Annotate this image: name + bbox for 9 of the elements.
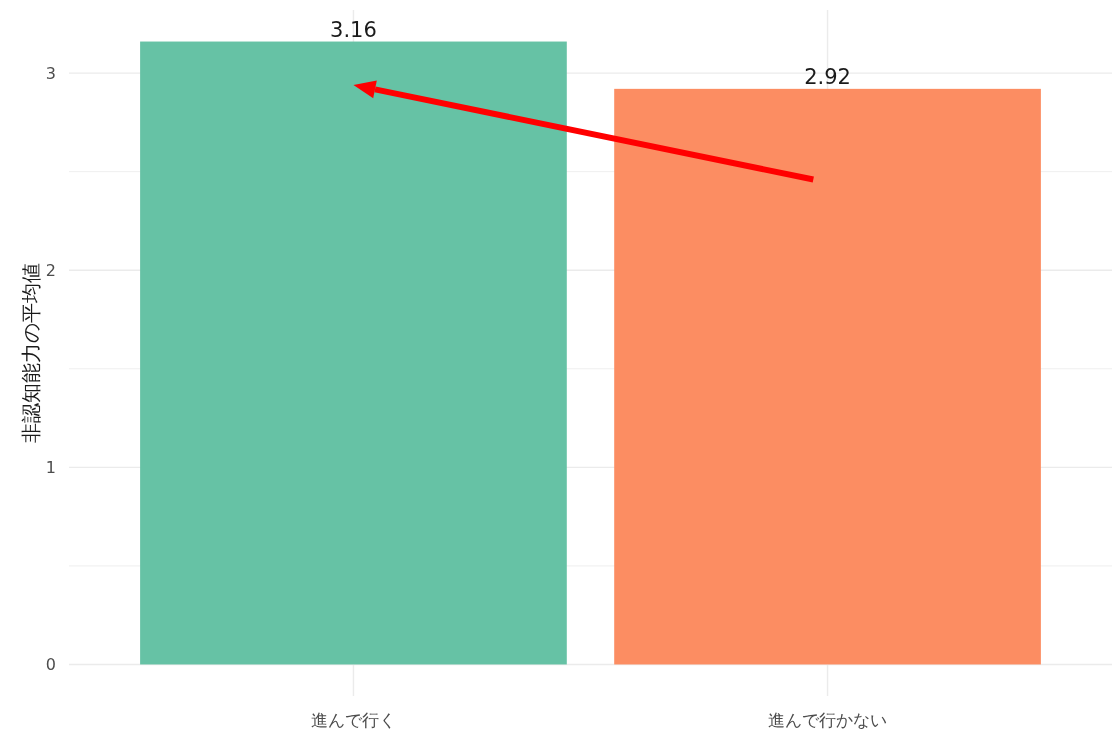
data-label: 2.92 [804, 64, 851, 89]
x-tick-label: 進んで行く [310, 710, 396, 730]
y-tick-label: 0 [45, 655, 56, 675]
y-tick-label: 1 [45, 458, 56, 478]
y-tick-label: 3 [45, 64, 56, 84]
y-tick-label: 2 [45, 261, 56, 281]
y-axis-title: 非認知能力の平均値 [19, 263, 43, 443]
x-tick-label: 進んで行かない [768, 710, 888, 730]
data-label: 3.16 [330, 17, 377, 42]
